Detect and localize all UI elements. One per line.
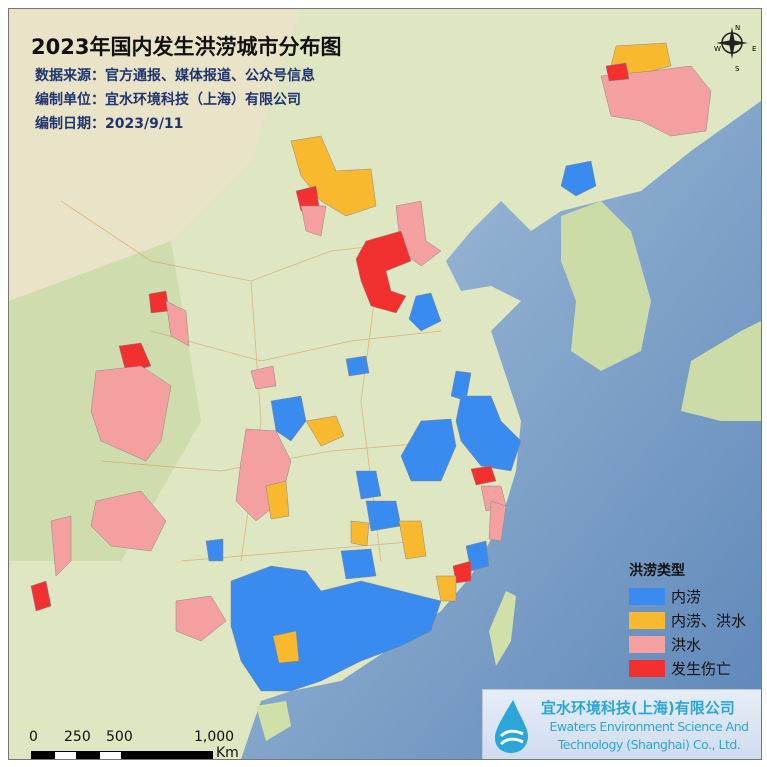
legend-title: 洪涝类型: [629, 563, 685, 579]
scale-tick: 250: [64, 729, 91, 745]
compass-s: S: [735, 65, 740, 73]
scale-tick: 0: [29, 729, 38, 745]
taiwan: [489, 591, 516, 666]
japan: [681, 321, 761, 421]
scale-tick: 1,000: [194, 729, 235, 745]
legend-label: 内涝: [671, 587, 702, 606]
scale-tick: 500: [106, 729, 133, 745]
flood-regions: [30, 42, 712, 692]
map-title: 2023年国内发生洪涝城市分布图: [31, 35, 342, 59]
compass-icon: [716, 27, 748, 59]
company-name-en-1: Ewaters Environment Science And: [549, 719, 749, 734]
legend-label: 内涝、洪水: [671, 611, 747, 630]
legend-item-flood: 洪水: [629, 632, 746, 656]
legend-label: 洪水: [671, 635, 702, 654]
data-source: 数据来源：官方通报、媒体报道、公众号信息: [35, 68, 315, 84]
hainan: [256, 701, 291, 741]
legend: 洪涝类型 内涝 内涝、洪水 洪水 发生伤亡: [629, 560, 746, 680]
company-name-en-2: Technology (Shanghai) Co., Ltd.: [557, 737, 741, 752]
water-drop-logo-icon: [495, 700, 528, 753]
legend-item-waterlogging: 内涝: [629, 584, 746, 608]
map-frame[interactable]: 2023年国内发生洪涝城市分布图 数据来源：官方通报、媒体报道、公众号信息 编制…: [8, 8, 762, 760]
compile-date: 编制日期：2023/9/11: [35, 116, 184, 132]
legend-swatch: [629, 611, 665, 629]
compiling-unit: 编制单位：宜水环境科技（上海）有限公司: [35, 92, 301, 108]
legend-swatch: [629, 587, 665, 605]
scale-unit: Km: [216, 745, 239, 760]
compass-n: N: [735, 24, 741, 32]
legend-item-waterlogging-flood: 内涝、洪水: [629, 608, 746, 632]
company-name-cn: 宜水环境科技(上海)有限公司: [541, 699, 735, 717]
korea: [561, 201, 651, 371]
compass-e: E: [752, 45, 757, 53]
compass-w: W: [714, 45, 721, 53]
legend-item-casualties: 发生伤亡: [629, 656, 746, 680]
land-northwest: [9, 9, 301, 301]
legend-swatch: [629, 659, 665, 677]
legend-swatch: [629, 635, 665, 653]
company-logo-panel: 宜水环境科技(上海)有限公司 Ewaters Environment Scien…: [482, 689, 761, 759]
legend-label: 发生伤亡: [671, 659, 732, 678]
